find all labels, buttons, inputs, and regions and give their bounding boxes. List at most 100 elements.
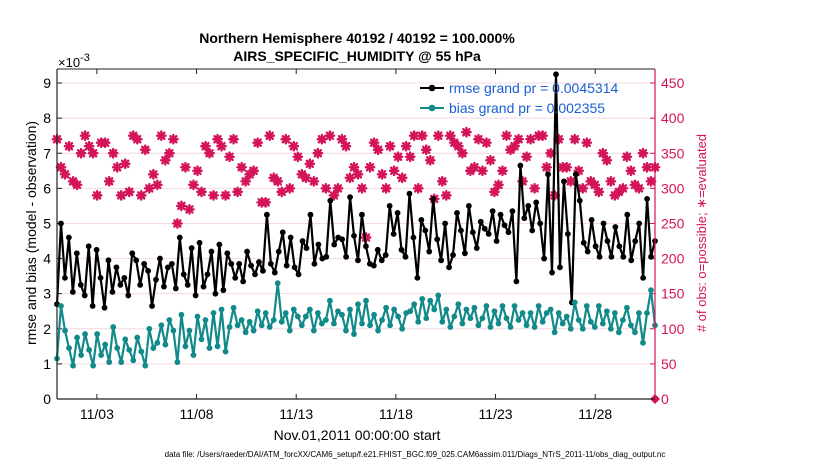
bias-point [146,325,153,332]
bias-point [535,303,542,309]
rmse-point [553,71,559,78]
rmse-point [287,234,294,241]
bias-point [106,359,113,366]
obs-evaluated-marker [641,161,653,173]
bias-point [186,327,193,334]
rmse-point [343,253,349,260]
obs-evaluated-marker [324,130,336,142]
obs-evaluated-marker [272,175,284,187]
rmse-point [414,274,421,281]
rmse-point [450,252,456,258]
rmse-point [180,271,187,278]
obs-evaluated-marker [525,133,536,145]
obs-evaluated-marker [228,133,239,145]
obs-evaluated-marker [224,151,235,163]
y-tick-label: 2 [43,321,51,337]
rmse-point [192,292,199,299]
rmse-point [434,236,441,243]
rmse-point [513,278,520,285]
obs-evaluated-marker [288,140,300,152]
bias-point [182,343,189,350]
rmse-point [497,211,504,218]
bias-point [130,357,137,364]
obs-evaluated-marker [71,179,83,191]
bias-point [82,331,88,337]
bias-point [567,325,574,332]
rmse-point [600,220,607,227]
bias-point [563,313,570,320]
rmse-point [240,278,247,285]
rmse-point [402,253,409,260]
bias-point [331,320,337,327]
obs-evaluated-marker [489,186,500,198]
bias-point [110,324,117,330]
obs-evaluated-marker [545,147,557,159]
obs-evaluated-marker [220,189,231,201]
bias-point [371,311,377,318]
rmse-point [359,211,365,218]
bias-point [202,317,209,323]
obs-evaluated-marker [344,172,356,184]
rmse-point [224,250,231,257]
rmse-series-line [55,73,657,309]
rmse-point [271,269,278,276]
bias-point [174,359,181,366]
obs-evaluated-marker [460,126,472,138]
bias-point [286,327,293,334]
bias-point [335,308,341,315]
y2-tick-label: 200 [661,251,685,267]
obs-evaluated-marker [304,158,316,170]
obs-evaluated-marker [436,175,448,187]
obs-evaluated-marker [396,172,408,184]
y2-tick-label: 0 [661,391,669,407]
y-tick-label: 4 [43,251,51,267]
obs-evaluated-marker [513,133,524,145]
obs-evaluated-marker [240,175,252,187]
bias-point [314,310,321,316]
rmse-point [200,283,207,290]
bias-point [559,320,566,327]
exponent-base: ×10 [58,55,80,70]
obs-evaluated-marker [477,165,488,177]
bias-point [154,339,161,346]
rmse-point [133,257,140,264]
obs-evaluated-marker [316,133,328,145]
y2-axis-label: # of obs: o=possible; ∗=evaluated [694,134,709,332]
rmse-point [295,271,302,278]
y-tick-label: 3 [43,286,51,302]
obs-evaluated-marker [473,133,484,145]
obs-evaluated-marker [424,154,436,166]
obs-evaluated-marker [521,151,532,163]
bias-point [343,327,349,334]
bias-point [302,313,309,320]
bias-point [134,334,141,341]
rmse-point [465,203,472,209]
bias-point [391,306,398,313]
legend-bias-label: bias grand pr = 0.002355 [449,100,605,116]
rmse-point [137,282,144,288]
obs-evaluated-marker [501,130,512,142]
rmse-point [406,190,413,197]
rmse-point [462,250,468,257]
rmse-point [339,236,346,243]
rmse-point [121,274,128,281]
rmse-point [93,246,100,253]
obs-evaluated-marker [264,130,276,142]
bias-point [640,339,646,346]
obs-evaluated-marker [163,147,175,159]
bias-point [419,296,426,302]
obs-evaluated-marker [553,133,565,145]
obs-evaluated-marker [509,140,520,152]
rmse-point [176,234,183,241]
bias-point [611,310,618,316]
y-tick-label: 0 [43,391,51,407]
bias-point [399,325,406,332]
bias-point [170,327,177,334]
obs-evaluated-marker [468,161,480,173]
bias-point [290,306,297,313]
rmse-point [640,274,647,281]
obs-evaluated-marker [147,168,159,180]
bias-point [395,313,402,320]
rmse-point [564,231,571,237]
